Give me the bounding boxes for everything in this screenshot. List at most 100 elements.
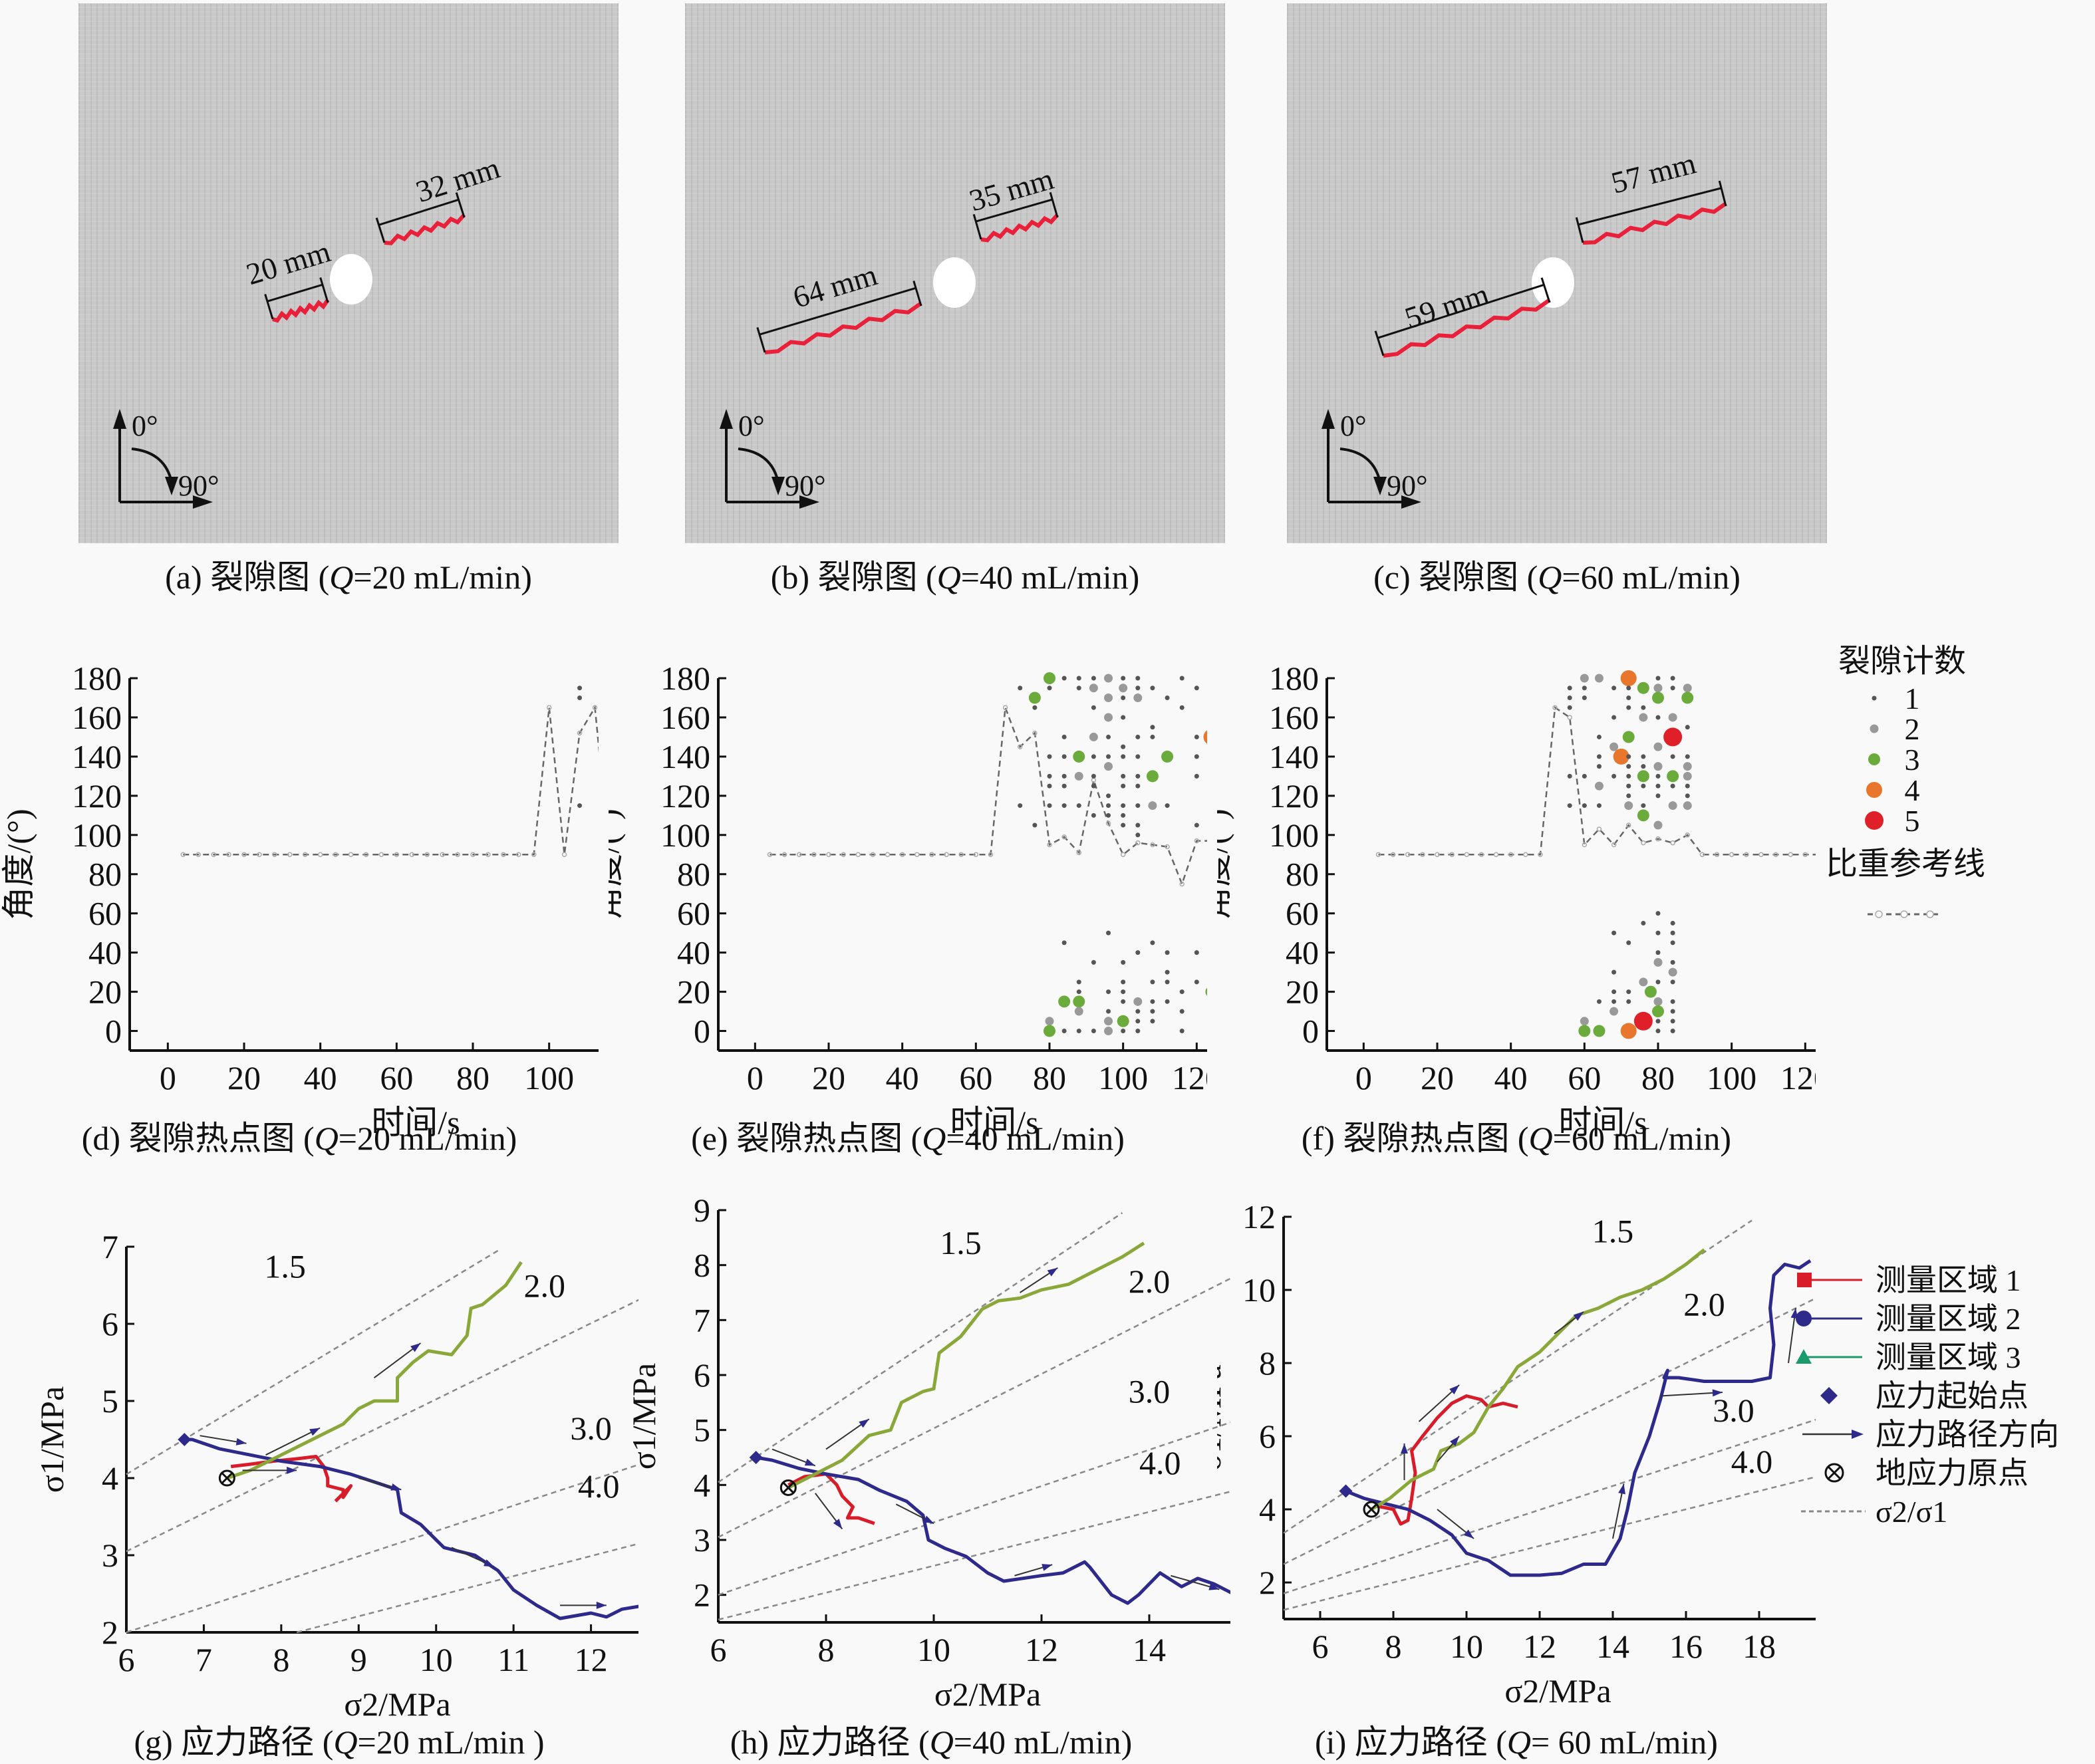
- crack-hotspot-point: [1061, 734, 1067, 739]
- crack-hotspot-point: [1578, 1025, 1591, 1037]
- heatmap-legend-marker: [1872, 695, 1877, 701]
- crack-image-caption: (c) 裂隙图 (Q=60 mL/min): [1254, 551, 1860, 598]
- reference-marker: [287, 852, 293, 858]
- crack-hotspot-point: [1655, 715, 1661, 720]
- x-tick-label: 12: [1025, 1631, 1058, 1668]
- crack-trace: [1582, 201, 1727, 245]
- reference-marker: [1773, 852, 1778, 858]
- reference-marker: [1655, 836, 1661, 842]
- caption-q-symbol: Q: [314, 1120, 339, 1157]
- crack-hotspot-point: [1194, 950, 1199, 955]
- reference-marker: [796, 852, 802, 858]
- crack-hotspot-point: [1150, 734, 1155, 739]
- crack-hotspot-point: [1104, 713, 1113, 722]
- crack-hotspot-point: [1061, 783, 1067, 789]
- caption-prefix: (b) 裂隙图 (: [770, 559, 937, 596]
- arrow-up-icon: [720, 409, 733, 429]
- crack-hotspot-point: [1653, 762, 1663, 771]
- y-tick-label: 10: [1242, 1271, 1276, 1309]
- stress-path-legend: 测量区域 1 测量区域 2 测量区域 3 应力起始点 应力路径方向 地应力原点 σ2/σ1: [1789, 1250, 2095, 1543]
- crack-hotspot-point: [1091, 959, 1096, 965]
- reference-marker: [914, 852, 920, 858]
- crack-hotspot-point: [1047, 773, 1052, 779]
- crack-hotspot-point: [1683, 684, 1692, 693]
- crack-hotspot-point: [1670, 930, 1675, 936]
- crack-length-label: 64 mm: [789, 257, 881, 315]
- y-tick-label: 7: [694, 1301, 710, 1338]
- reference-marker: [424, 852, 430, 858]
- reference-line: [183, 705, 703, 865]
- reference-marker: [516, 852, 521, 858]
- crack-hotspot-point: [1091, 773, 1096, 779]
- caption-prefix: (i) 应力路径 (: [1315, 1723, 1507, 1761]
- reference-marker: [1478, 852, 1484, 858]
- y-tick-label: 180: [1269, 660, 1319, 697]
- crack-hotspot-point: [1685, 754, 1690, 759]
- crack-hotspot-point: [1121, 803, 1126, 809]
- crack-hotspot-point: [1624, 801, 1633, 811]
- x-tick-label: 14: [1133, 1631, 1166, 1668]
- crack-hotspot-point: [1135, 686, 1141, 691]
- arrow-up-icon: [113, 409, 126, 429]
- arrow-up-icon: [1322, 409, 1335, 429]
- crack-hotspot-point: [1670, 999, 1675, 1004]
- crack-hotspot-point: [1104, 1027, 1113, 1036]
- reference-marker: [241, 852, 247, 858]
- crack-hotspot-point: [1135, 734, 1141, 739]
- reference-marker: [1729, 852, 1735, 858]
- reference-line: [769, 707, 1272, 940]
- crack-hotspot-point: [1194, 686, 1199, 691]
- crack-hotspot-point: [1653, 742, 1663, 751]
- crack-hotspot-point: [1117, 1015, 1129, 1027]
- crack-hotspot-point: [1121, 813, 1126, 818]
- arrowhead-icon: [1042, 1564, 1053, 1571]
- crack-hotspot-point: [1165, 969, 1170, 975]
- y-tick-label: 160: [72, 699, 122, 736]
- crack-hotspot-point: [1091, 1029, 1096, 1034]
- crack-hotspot-point: [1580, 674, 1589, 683]
- reference-marker: [561, 852, 567, 858]
- crack-hotspot-point: [1179, 705, 1185, 710]
- x-tick-label: 6: [1312, 1628, 1329, 1665]
- heatmap-legend-count: 2: [1905, 712, 1920, 746]
- crack-hotspot-point: [1133, 693, 1143, 702]
- stress-legend-label: 应力起始点: [1876, 1379, 2028, 1413]
- y-tick-label: 5: [102, 1382, 118, 1420]
- caption-suffix: = 60 mL/min): [1530, 1723, 1718, 1761]
- crack-hotspot-point: [1106, 754, 1111, 759]
- crack-hotspot-point: [1670, 1029, 1675, 1034]
- crack-hotspot-point: [1611, 930, 1617, 936]
- crack-hotspot-point: [1121, 979, 1126, 985]
- crack-hotspot-point: [1580, 1017, 1589, 1026]
- crack-hotspot-point: [1133, 997, 1143, 1006]
- arrowhead-icon: [1401, 1444, 1408, 1454]
- reference-marker: [1641, 840, 1646, 846]
- crack-hotspot-point: [1076, 686, 1081, 691]
- caption-suffix: =60 mL/min): [1552, 1120, 1732, 1157]
- otimes-cross: [782, 1481, 795, 1494]
- reference-marker: [1047, 842, 1052, 848]
- crack-hotspot-point: [1032, 705, 1038, 710]
- x-tick-label: 60: [380, 1059, 413, 1096]
- arrow-right-icon: [193, 495, 213, 509]
- heatmap-legend: 裂隙计数 1 2 3 4 5 比重参考线: [1782, 632, 2088, 924]
- reference-marker: [811, 852, 817, 858]
- arrowhead-icon: [859, 1419, 869, 1428]
- chart-svg: 0204060801001201400204060801001201401601…: [589, 660, 1296, 1141]
- crack-hotspot-point: [1091, 705, 1096, 710]
- crack-hotspot-point: [1179, 676, 1185, 681]
- crack-hotspot-point: [1044, 672, 1055, 684]
- crack-hotspot-point: [1567, 705, 1572, 710]
- x-axis-label: σ2/MPa: [934, 1676, 1041, 1713]
- ratio-line: [718, 1412, 1258, 1596]
- y-tick-label: 8: [694, 1247, 710, 1284]
- caption-prefix: (e) 裂隙热点图 (: [691, 1120, 922, 1157]
- caption-suffix: =20 mL/min): [338, 1120, 517, 1157]
- orientation-0-label: 0°: [1340, 410, 1367, 442]
- crack-hotspot-point: [1641, 764, 1646, 769]
- stress-path-series: [1370, 1248, 1706, 1511]
- crack-hotspot-point: [1135, 754, 1141, 759]
- crack-hotspot-point: [1076, 803, 1081, 809]
- crack-hotspot-point: [1091, 754, 1096, 759]
